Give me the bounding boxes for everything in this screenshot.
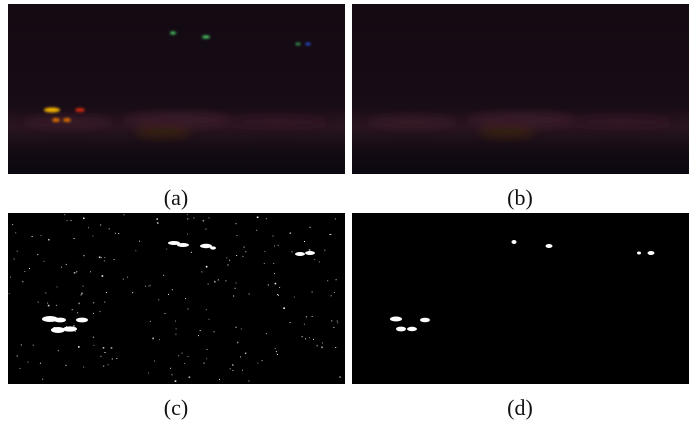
foreground-blobs	[42, 241, 315, 333]
panel-caption-c: (c)	[163, 395, 189, 420]
orange-light	[63, 118, 71, 122]
red-light	[75, 108, 85, 112]
night-scene-with-lights-image	[8, 4, 345, 174]
noisy-binary-mask-image	[8, 213, 345, 384]
green-light	[202, 35, 210, 39]
green-light	[295, 42, 301, 46]
yellow-light	[44, 107, 60, 113]
figure-panel-c	[8, 213, 345, 384]
panel-caption-a: (a)	[163, 185, 189, 210]
panel-caption-d: (d)	[507, 395, 533, 420]
figure-panel-d	[352, 213, 689, 384]
panel-caption-b: (b)	[507, 185, 533, 210]
orange-light	[52, 118, 60, 122]
clean-binary-mask-image	[352, 213, 689, 384]
green-light	[170, 31, 176, 35]
background-scene-image	[352, 4, 689, 174]
figure-panel-b	[352, 4, 689, 174]
figure-panel-a	[8, 4, 345, 174]
blue-light	[305, 42, 311, 46]
noise-speckles	[8, 213, 341, 382]
foreground-blobs	[390, 240, 655, 332]
